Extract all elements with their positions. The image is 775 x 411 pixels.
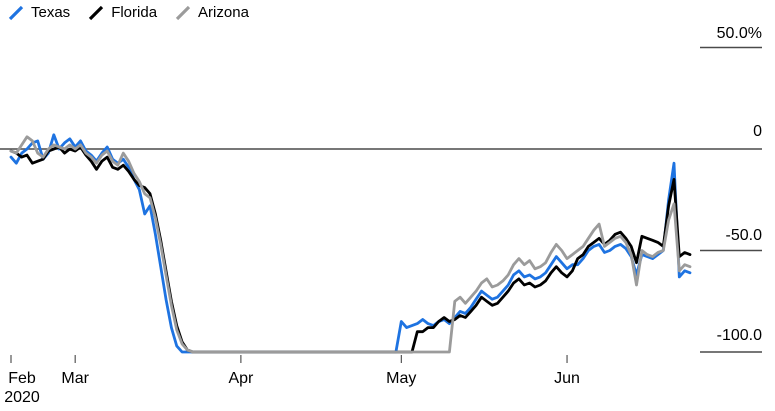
- x-axis-label-jun: Jun: [554, 370, 580, 387]
- x-axis-label-apr: Apr: [228, 370, 254, 387]
- chart-legend: Texas Florida Arizona: [8, 4, 249, 21]
- legend-item-florida: Florida: [88, 4, 157, 21]
- florida-line-slash-icon: [89, 5, 104, 20]
- legend-item-arizona: Arizona: [175, 4, 249, 21]
- arizona-line-slash-icon: [175, 5, 191, 20]
- x-axis-year-label: 2020: [4, 389, 40, 406]
- y-axis-label-0: 0: [753, 123, 762, 140]
- y-axis-label-50: 50.0%: [716, 25, 762, 42]
- legend-label-texas: Texas: [31, 4, 71, 21]
- legend-label-arizona: Arizona: [198, 4, 249, 21]
- x-axis-label-mar: Mar: [61, 370, 89, 387]
- legend-label-florida: Florida: [111, 4, 158, 21]
- texas-line-slash-icon: [8, 5, 24, 20]
- x-axis-label-may: May: [386, 370, 417, 387]
- x-axis-label-feb: Feb 2020: [4, 370, 40, 406]
- legend-item-texas: Texas: [8, 4, 70, 21]
- series-line-arizona: [9, 135, 692, 354]
- y-axis-label-m100: -100.0: [716, 327, 762, 344]
- y-axis-label-m50: -50.0: [725, 227, 762, 244]
